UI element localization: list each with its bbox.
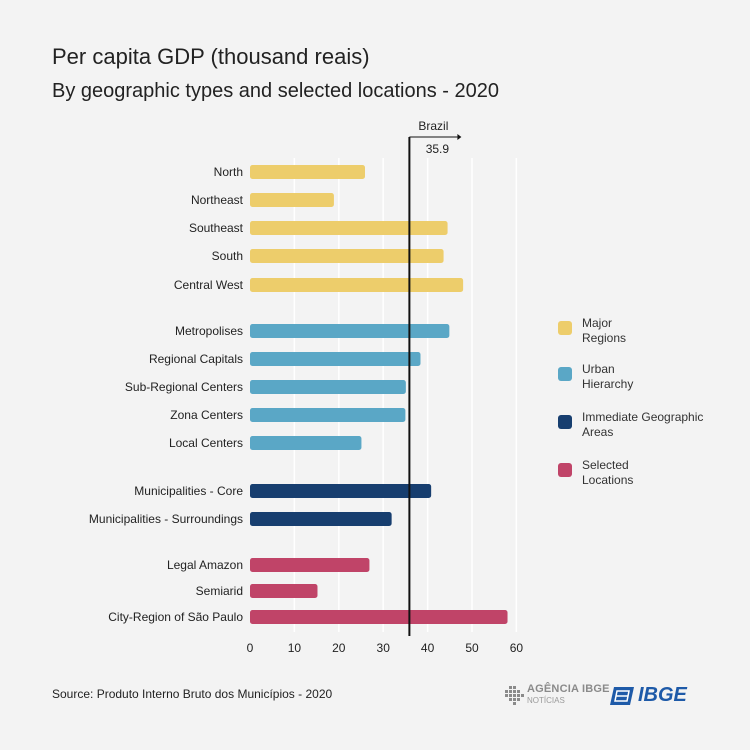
bar bbox=[250, 352, 421, 366]
bar bbox=[250, 249, 444, 263]
bar bbox=[250, 558, 370, 572]
category-label: City-Region of São Paulo bbox=[108, 610, 243, 624]
category-label: Metropolises bbox=[175, 324, 243, 338]
brazil-label-arrow bbox=[457, 134, 462, 140]
bar bbox=[250, 436, 362, 450]
x-tick-label: 30 bbox=[377, 641, 391, 655]
chart-title: Per capita GDP (thousand reais) bbox=[52, 44, 370, 69]
bar bbox=[250, 380, 406, 394]
agencia-brazil-map-icon bbox=[505, 686, 524, 705]
legend-item-immediate-geographic-areas: Immediate Geographic Areas bbox=[558, 410, 712, 440]
ibge-emblem-icon bbox=[610, 687, 634, 705]
legend-swatch bbox=[558, 463, 572, 477]
category-label: Municipalities - Surroundings bbox=[89, 512, 243, 526]
bar bbox=[250, 165, 365, 179]
bar bbox=[250, 193, 334, 207]
agencia-ibge-logo: AGÊNCIA IBGE NOTÍCIAS bbox=[503, 683, 609, 709]
brazil-label: Brazil bbox=[418, 119, 448, 133]
category-label: Sub-Regional Centers bbox=[125, 380, 243, 394]
legend-item-urban-hierarchy: Urban Hierarchy bbox=[558, 362, 712, 392]
ibge-logo: IBGE bbox=[608, 683, 704, 709]
legend-label: Urban Hierarchy bbox=[582, 362, 634, 391]
legend-label: Major Regions bbox=[582, 316, 627, 345]
bar bbox=[250, 278, 464, 292]
category-label: Regional Capitals bbox=[149, 352, 243, 366]
legend-swatch bbox=[558, 321, 572, 335]
bar bbox=[250, 512, 392, 526]
bar bbox=[250, 584, 318, 598]
legend-label: Selected Locations bbox=[582, 458, 634, 487]
x-tick-label: 40 bbox=[421, 641, 435, 655]
category-label: Local Centers bbox=[169, 436, 243, 450]
legend-item-selected-locations: Selected Locations bbox=[558, 458, 712, 488]
bar bbox=[250, 221, 448, 235]
category-label: Northeast bbox=[191, 193, 244, 207]
legend-label: Immediate Geographic Areas bbox=[582, 410, 704, 439]
category-label: Legal Amazon bbox=[167, 558, 243, 572]
category-label: Zona Centers bbox=[170, 408, 243, 422]
x-tick-label: 10 bbox=[288, 641, 302, 655]
legend-item-major-regions: Major Regions bbox=[558, 316, 712, 346]
category-label: Central West bbox=[174, 278, 244, 292]
category-label: Municipalities - Core bbox=[134, 484, 243, 498]
chart-subtitle: By geographic types and selected locatio… bbox=[52, 80, 499, 102]
brazil-value-label: 35.9 bbox=[426, 142, 450, 156]
agencia-logo-subtext: NOTÍCIAS bbox=[527, 696, 565, 705]
agencia-logo-text: AGÊNCIA IBGE bbox=[527, 683, 610, 695]
category-label: Southeast bbox=[189, 221, 244, 235]
category-label: Semiarid bbox=[196, 584, 243, 598]
x-tick-label: 60 bbox=[510, 641, 524, 655]
category-label: North bbox=[214, 165, 243, 179]
bar bbox=[250, 484, 432, 498]
legend-swatch bbox=[558, 415, 572, 429]
x-tick-label: 0 bbox=[247, 641, 254, 655]
bar bbox=[250, 408, 406, 422]
x-tick-label: 20 bbox=[332, 641, 346, 655]
category-label: South bbox=[212, 249, 243, 263]
ibge-logo-text: IBGE bbox=[638, 684, 687, 706]
bar bbox=[250, 324, 450, 338]
x-tick-label: 50 bbox=[465, 641, 479, 655]
source-note: Source: Produto Interno Bruto dos Municí… bbox=[52, 687, 333, 701]
bar bbox=[250, 610, 508, 624]
legend-swatch bbox=[558, 367, 572, 381]
